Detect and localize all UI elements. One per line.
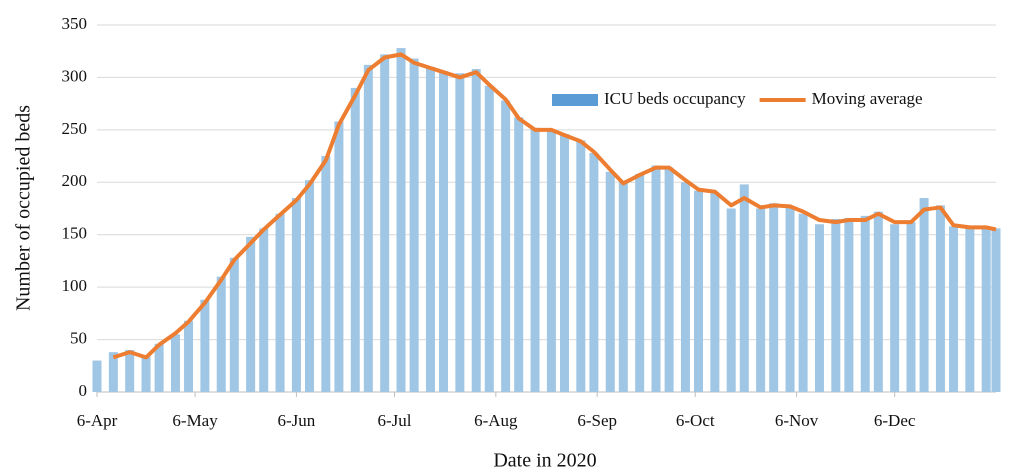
bar: [635, 173, 645, 392]
line: [112, 52, 997, 360]
legend-swatch: [552, 94, 598, 106]
bar: [291, 198, 301, 392]
bar: [170, 334, 180, 392]
bar: [844, 217, 854, 392]
legend-label: ICU beds occupancy: [604, 89, 746, 108]
bar: [949, 226, 959, 392]
bar: [965, 226, 975, 392]
bar: [108, 352, 118, 392]
bar: [125, 350, 135, 392]
bar: [350, 87, 360, 393]
bar: [396, 48, 406, 392]
bar: [831, 218, 841, 392]
bar: [618, 182, 628, 392]
bar: [814, 224, 824, 392]
bar: [906, 222, 916, 392]
bar: [664, 167, 674, 392]
y-tick-label: 350: [62, 14, 88, 33]
y-tick-label: 100: [62, 276, 88, 295]
y-tick-label: 50: [70, 328, 87, 347]
y-tick-label: 200: [62, 171, 88, 190]
x-tick-label: 6-Sep: [577, 411, 617, 430]
x-tick-label: 6-Jun: [278, 411, 316, 430]
x-tick-label: 6-Apr: [77, 411, 118, 430]
y-tick-label: 150: [62, 224, 88, 243]
bar: [769, 203, 779, 392]
bar: [363, 64, 373, 393]
x-tick-label: 6-Jul: [377, 411, 411, 430]
x-tick-label: 6-Oct: [676, 411, 715, 430]
bar: [935, 205, 945, 392]
bar: [275, 213, 285, 392]
bar: [200, 299, 210, 392]
x-tick-label: 6-Dec: [874, 411, 916, 430]
bar: [694, 190, 704, 392]
bar: [890, 224, 900, 392]
bar: [321, 156, 331, 392]
y-tick-label: 0: [79, 381, 88, 400]
bar: [154, 343, 164, 392]
bar: [605, 171, 615, 392]
legend-label: Moving average: [812, 89, 923, 108]
x-axis-title: Date in 2020: [493, 450, 596, 472]
bar: [589, 152, 599, 392]
y-axis-title: Number of occupied beds: [13, 105, 35, 311]
bar: [785, 207, 795, 392]
bar: [919, 198, 929, 392]
bar: [873, 211, 883, 392]
bar: [514, 117, 524, 392]
bar: [680, 182, 690, 392]
bar: [92, 360, 102, 392]
x-tick-label: 6-Nov: [775, 411, 819, 430]
y-tick-label: 250: [62, 119, 88, 138]
bar: [710, 192, 720, 392]
bar: [501, 100, 511, 393]
bar: [455, 73, 465, 392]
bar: [471, 69, 481, 392]
bar: [439, 71, 449, 392]
bar: [334, 121, 344, 393]
bar: [860, 215, 870, 392]
bar: [409, 58, 419, 392]
bar: [141, 356, 151, 392]
x-tick-label: 6-Aug: [474, 411, 518, 430]
bar: [559, 134, 569, 392]
bar: [726, 208, 736, 392]
bar: [798, 213, 808, 392]
bar: [484, 85, 494, 393]
bar: [546, 129, 556, 392]
bar: [981, 228, 991, 392]
bar: [425, 66, 435, 392]
x-tick-label: 6-May: [172, 411, 218, 430]
y-tick-label: 300: [62, 66, 88, 85]
bar: [651, 165, 661, 392]
bar: [380, 54, 390, 393]
bar: [246, 236, 256, 392]
bar: [229, 257, 239, 392]
bar: [216, 276, 226, 392]
bar: [530, 127, 540, 392]
bar: [259, 228, 269, 392]
bar: [304, 180, 314, 392]
bar: [184, 320, 194, 392]
bar: [739, 184, 749, 392]
bar: [576, 140, 586, 392]
bar: [756, 208, 766, 392]
bar: [991, 228, 1001, 392]
